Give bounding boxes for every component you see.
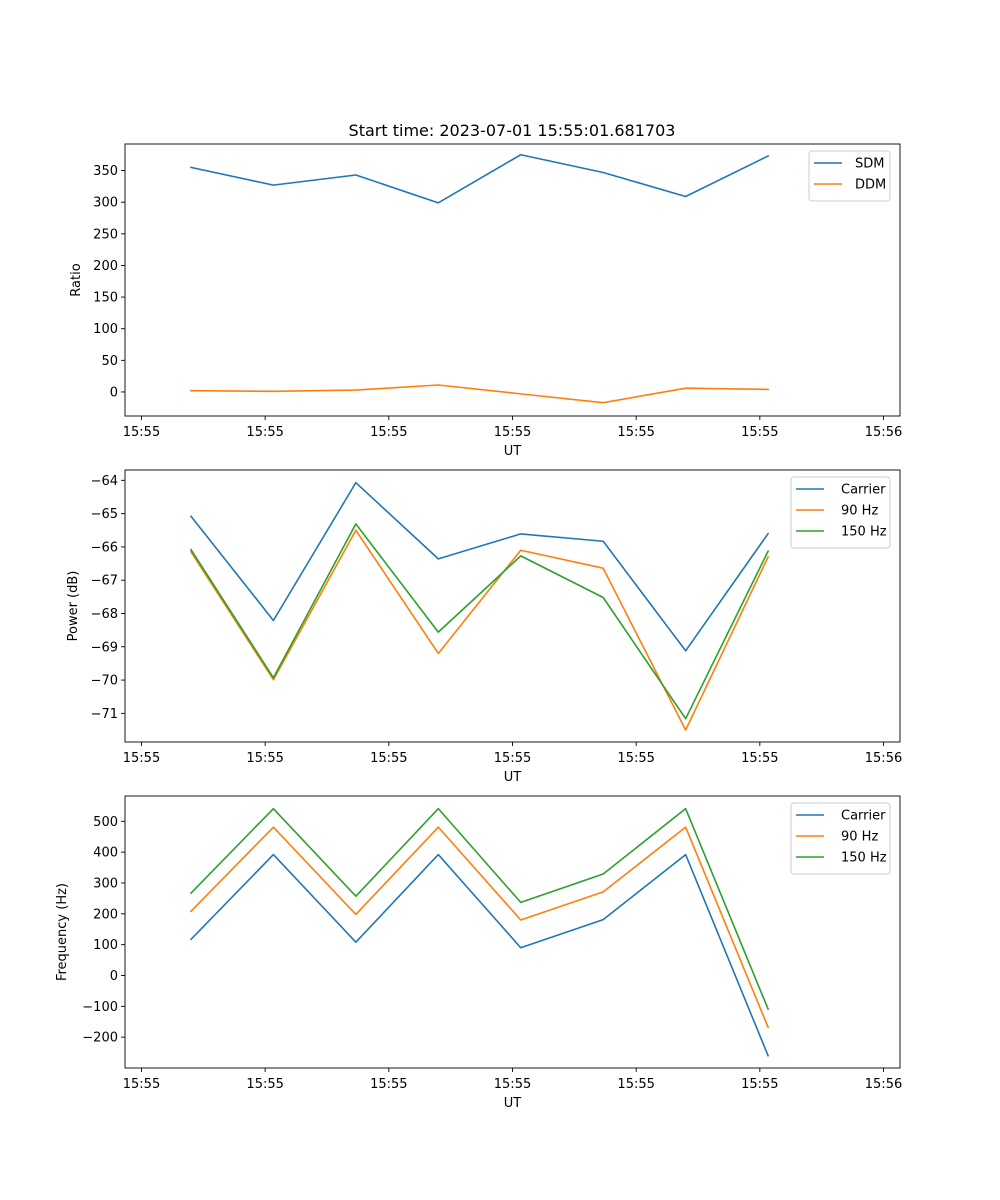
- series-line-90-hz: [189, 529, 770, 731]
- y-tick-label: 100: [93, 322, 118, 337]
- x-tick-label: 15:55: [246, 425, 283, 440]
- y-tick-label: −69: [91, 640, 118, 655]
- y-tick-label: 0: [110, 385, 118, 400]
- x-tick-label: 15:55: [617, 1077, 654, 1092]
- legend-label: 90 Hz: [841, 830, 878, 845]
- series-line-carrier: [189, 481, 770, 652]
- y-axis-label: Ratio: [69, 263, 84, 296]
- axes-frame: [124, 795, 901, 1069]
- legend-label: 150 Hz: [841, 525, 887, 540]
- y-tick-label: 200: [93, 907, 118, 922]
- ratio-panel: 15:55 15:55 15:55 15:55 15:55 15:55 15:56 0 50 10…: [69, 143, 902, 459]
- x-tick-label: 15:55: [370, 1077, 407, 1092]
- y-tick-label: 150: [93, 291, 118, 306]
- legend-label: SDM: [855, 157, 884, 172]
- series-line-ddm: [190, 384, 769, 404]
- legend-label: Carrier: [841, 809, 886, 824]
- y-tick-label: 0: [110, 969, 118, 984]
- x-axis-label: UT: [504, 444, 522, 459]
- legend-label: 90 Hz: [841, 504, 878, 519]
- y-tick-label: 500: [93, 815, 118, 830]
- y-tick-label: 350: [93, 164, 118, 179]
- x-tick-label: 15:55: [617, 425, 654, 440]
- x-tick-label: 15:55: [741, 425, 778, 440]
- y-tick-label: 300: [93, 196, 118, 211]
- y-tick-label: −71: [91, 707, 118, 722]
- frequency-panel: 15:55 15:55 15:55 15:55 15:55 15:55 15:56 −200 −…: [55, 795, 902, 1111]
- series-line-150-hz: [189, 523, 770, 720]
- x-tick-label: 15:56: [865, 751, 902, 766]
- legend-label: DDM: [855, 178, 886, 193]
- x-tick-label: 15:55: [246, 751, 283, 766]
- axes-frame: [124, 469, 901, 743]
- x-tick-label: 15:55: [123, 751, 160, 766]
- y-axis-label: Frequency (Hz): [55, 883, 70, 981]
- y-tick-label: −100: [82, 1000, 118, 1015]
- y-tick-label: 250: [93, 227, 118, 242]
- y-tick-label: −67: [91, 574, 118, 589]
- x-axis-label: UT: [504, 1096, 522, 1111]
- x-tick-label: 15:55: [370, 425, 407, 440]
- y-tick-label: 50: [101, 354, 118, 369]
- series-line-90-hz: [189, 826, 770, 1029]
- x-tick-label: 15:55: [123, 1077, 160, 1092]
- x-tick-label: 15:55: [123, 425, 160, 440]
- x-tick-label: 15:55: [494, 425, 531, 440]
- y-tick-label: −70: [91, 674, 118, 689]
- x-tick-label: 15:56: [865, 1077, 902, 1092]
- y-tick-label: −200: [82, 1031, 118, 1046]
- y-tick-label: −65: [91, 507, 118, 522]
- series-line-150-hz: [189, 807, 770, 1011]
- power-panel: 15:55 15:55 15:55 15:55 15:55 15:55 15:56 −71 −7…: [66, 469, 902, 785]
- y-tick-label: 300: [93, 876, 118, 891]
- y-tick-label: −66: [91, 540, 118, 555]
- y-tick-label: −64: [91, 474, 118, 489]
- legend-label: 150 Hz: [841, 851, 887, 866]
- figure-title: Start time: 2023-07-01 15:55:01.681703: [349, 121, 676, 140]
- x-tick-label: 15:56: [865, 425, 902, 440]
- y-tick-label: 400: [93, 846, 118, 861]
- x-axis-label: UT: [504, 770, 522, 785]
- axes-frame: [124, 143, 901, 417]
- y-tick-label: 100: [93, 938, 118, 953]
- x-tick-label: 15:55: [741, 1077, 778, 1092]
- y-axis-label: Power (dB): [66, 571, 81, 642]
- y-tick-label: −68: [91, 607, 118, 622]
- y-tick-label: 200: [93, 259, 118, 274]
- series-line-carrier: [189, 853, 770, 1057]
- x-tick-label: 15:55: [494, 751, 531, 766]
- x-tick-label: 15:55: [246, 1077, 283, 1092]
- x-tick-label: 15:55: [617, 751, 654, 766]
- x-tick-label: 15:55: [741, 751, 778, 766]
- x-tick-label: 15:55: [370, 751, 407, 766]
- series-line-sdm: [190, 153, 770, 204]
- legend-label: Carrier: [841, 483, 886, 498]
- x-tick-label: 15:55: [494, 1077, 531, 1092]
